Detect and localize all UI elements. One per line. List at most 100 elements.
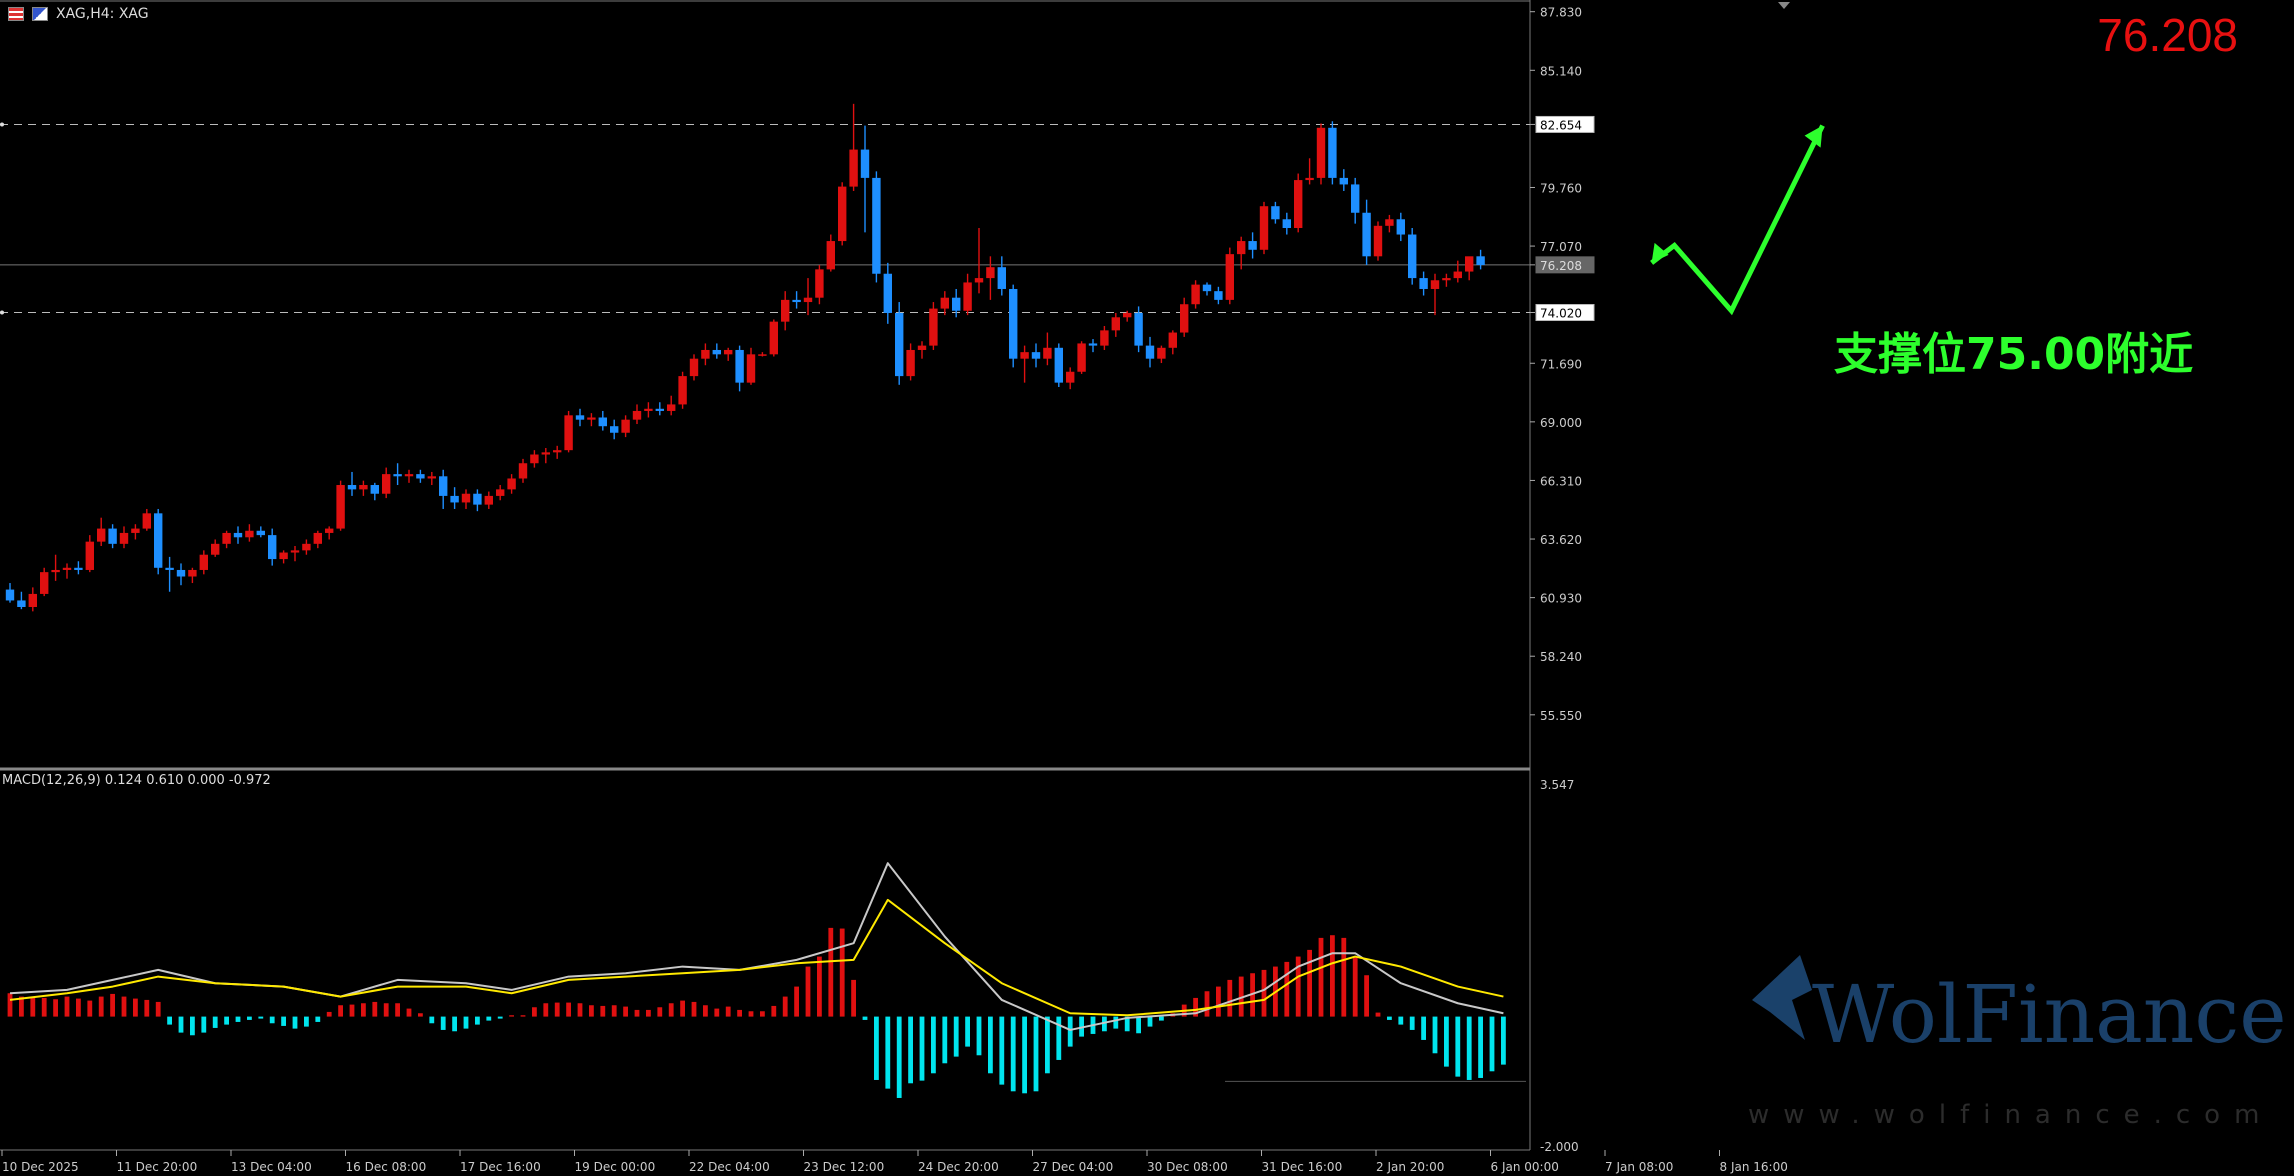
macd-histogram-bar	[406, 1008, 412, 1017]
candle-body	[1020, 352, 1029, 359]
candle-body	[621, 419, 630, 433]
macd-histogram-bar	[988, 1016, 993, 1074]
watermark-url: www.wolfinance.com	[1748, 1100, 2274, 1130]
macd-histogram-bar	[30, 997, 36, 1017]
macd-histogram-bar	[133, 998, 138, 1017]
macd-histogram-bar	[121, 996, 127, 1017]
menu-icon[interactable]	[8, 7, 24, 21]
y-tick-label: 87.830	[1540, 6, 1582, 20]
macd-histogram-bar	[1238, 976, 1244, 1017]
candle-body	[564, 415, 573, 451]
candle-body	[290, 550, 300, 553]
macd-histogram-bar	[646, 1009, 651, 1017]
macd-histogram-bar	[144, 999, 150, 1017]
macd-histogram-bar	[1432, 1016, 1438, 1054]
candle-body	[735, 349, 744, 383]
candle-body	[1123, 312, 1132, 318]
candle-body	[781, 299, 790, 322]
macd-histogram-bar	[600, 1005, 606, 1017]
current-price: 76.208	[2097, 9, 2238, 61]
macd-histogram-bar	[64, 996, 70, 1017]
macd-histogram-bar	[304, 1016, 309, 1027]
macd-histogram-bar	[794, 986, 799, 1017]
macd-histogram-bar	[247, 1016, 252, 1020]
arrow-head-start	[1651, 242, 1669, 263]
macd-histogram-bar	[1489, 1016, 1495, 1072]
candle-body	[313, 532, 322, 544]
macd-histogram-bar	[440, 1016, 446, 1030]
x-tick-label: 10 Dec 2025	[2, 1160, 79, 1174]
candle-body	[826, 241, 835, 270]
y-tick-box	[1535, 256, 1595, 274]
candle-body	[256, 530, 265, 536]
candle-body	[587, 417, 596, 420]
macd-histogram-bar	[110, 993, 115, 1017]
candle-body	[1442, 278, 1451, 281]
macd-histogram-bar	[258, 1016, 264, 1019]
x-tick-label: 24 Dec 20:00	[918, 1160, 999, 1174]
macd-histogram-bar	[554, 1002, 560, 1017]
macd-histogram-bar	[862, 1016, 868, 1020]
candle-body	[610, 426, 619, 433]
candle-body	[1305, 177, 1314, 181]
macd-histogram-bar	[532, 1007, 537, 1017]
projection-path	[1650, 124, 1825, 316]
candle-body	[1225, 254, 1234, 300]
candle-body	[222, 532, 231, 544]
macd-histogram-bar	[919, 1016, 925, 1081]
candle-body	[952, 297, 961, 311]
macd-histogram-bar	[1010, 1016, 1016, 1092]
macd-histogram-bar	[167, 1016, 172, 1025]
x-tick-label: 27 Dec 04:00	[1033, 1160, 1114, 1174]
candle-body	[724, 349, 733, 355]
y-tick-label: 85.140	[1540, 64, 1582, 78]
candle-body	[1202, 284, 1212, 292]
macd-histogram-bar	[1352, 956, 1358, 1017]
macd-signal-line	[9, 898, 1504, 1017]
macd-histogram-bar	[98, 996, 104, 1017]
candle-body	[507, 478, 516, 490]
macd-histogram-bar	[976, 1016, 982, 1056]
candle-body	[302, 543, 311, 551]
macd-histogram-bar	[1330, 935, 1335, 1017]
candle-body	[1180, 304, 1189, 333]
macd-histogram-bar	[1466, 1016, 1472, 1080]
macd-histogram-bar	[1056, 1016, 1062, 1060]
candle-body	[758, 354, 767, 356]
macd-histogram-bar	[76, 998, 81, 1017]
candle-body	[131, 528, 140, 533]
candle-body	[1111, 317, 1120, 331]
candle-body	[1453, 271, 1462, 279]
macd-histogram-bar	[1102, 1016, 1107, 1032]
candle-body	[769, 321, 778, 355]
candle-body	[883, 273, 892, 313]
macd-histogram-bar	[509, 1015, 514, 1017]
candle-body	[1088, 343, 1098, 346]
y-tick-label: 82.654	[1540, 118, 1582, 132]
chart-type-icon[interactable]	[32, 7, 48, 21]
macd-histogram-bar	[1295, 956, 1301, 1017]
candle-body	[1351, 184, 1360, 213]
macd-histogram-bar	[1045, 1016, 1050, 1074]
macd-histogram-bar	[577, 1003, 583, 1017]
macd-histogram-bar	[1124, 1016, 1130, 1032]
y-tick-label: 55.550	[1540, 709, 1582, 723]
macd-histogram-bar	[851, 979, 856, 1017]
macd-histogram-bar	[520, 1015, 526, 1017]
macd-histogram-bar	[1204, 991, 1210, 1017]
y-tick-label: 71.690	[1540, 357, 1582, 371]
candle-body	[268, 535, 277, 560]
macd-histogram-bar	[839, 928, 845, 1017]
candle-body	[746, 354, 756, 383]
candle-body	[211, 543, 220, 555]
macd-histogram-bar	[53, 999, 58, 1017]
macd-histogram-bar	[486, 1016, 492, 1021]
y-tick-label: 58.240	[1540, 650, 1582, 664]
x-tick-label: 30 Dec 08:00	[1147, 1160, 1228, 1174]
candle-body	[176, 569, 186, 577]
macd-histogram-bar	[782, 996, 788, 1017]
candle-body	[860, 149, 870, 178]
macd-histogram-bar	[1421, 1016, 1426, 1040]
candle-body	[1328, 127, 1337, 178]
macd-histogram-bar	[999, 1016, 1005, 1085]
